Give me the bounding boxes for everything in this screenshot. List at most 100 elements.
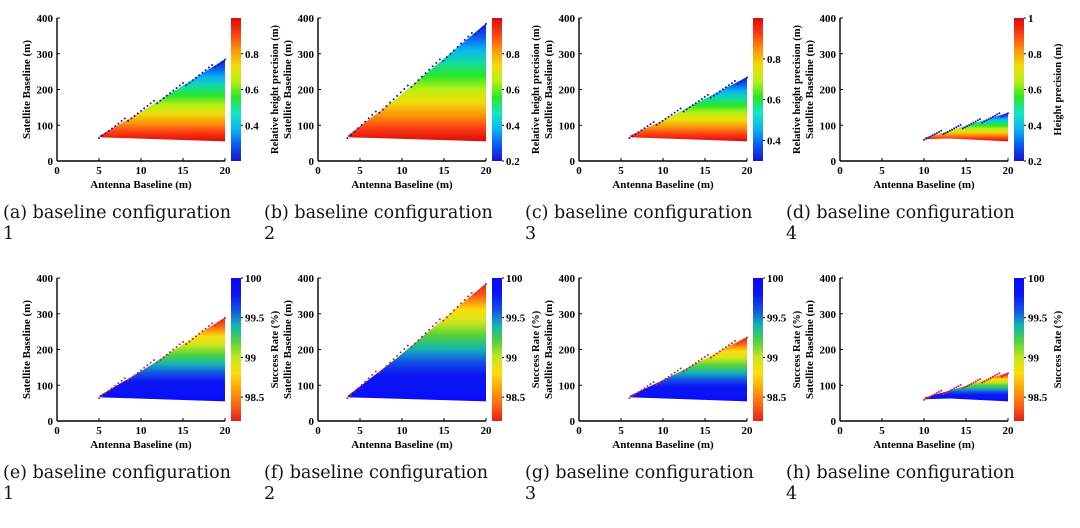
data-point xyxy=(706,93,709,96)
data-point xyxy=(1004,113,1007,116)
data-point xyxy=(371,113,374,116)
data-point xyxy=(682,110,685,113)
data-point xyxy=(378,371,381,374)
data-point xyxy=(655,123,658,126)
data-point xyxy=(410,345,413,348)
data-point xyxy=(968,383,971,386)
data-point xyxy=(649,383,652,386)
data-point xyxy=(987,378,990,381)
y-tick-label: 300 xyxy=(37,49,54,61)
data-point xyxy=(966,385,969,388)
data-point xyxy=(428,328,431,331)
data-point xyxy=(374,370,377,373)
data-point xyxy=(727,84,730,87)
data-region xyxy=(629,336,747,402)
x-tick-label: 20 xyxy=(1003,165,1015,177)
data-point xyxy=(392,98,395,101)
data-point xyxy=(946,130,949,133)
data-point xyxy=(983,120,986,123)
data-point xyxy=(942,393,945,396)
data-point xyxy=(640,129,643,132)
data-point xyxy=(185,343,188,346)
data-point xyxy=(477,289,480,292)
colorbar-tick-label: 99.5 xyxy=(245,313,265,325)
data-point xyxy=(456,305,459,308)
data-point xyxy=(733,80,736,83)
colorbar-tick-label: 100 xyxy=(767,273,784,285)
y-tick-label: 300 xyxy=(37,309,54,321)
data-point xyxy=(955,386,958,389)
data-point xyxy=(114,384,117,387)
data-point xyxy=(944,392,947,395)
data-point xyxy=(931,394,934,397)
y-tick-label: 400 xyxy=(37,13,54,25)
y-tick-label: 400 xyxy=(559,273,576,285)
x-axis-title: Antenna Baseline (m) xyxy=(873,439,975,451)
data-point xyxy=(685,368,688,371)
data-point xyxy=(715,92,718,95)
data-point xyxy=(374,110,377,113)
y-axis-title: Satellite Baseline (m) xyxy=(282,40,294,139)
data-point xyxy=(944,132,947,135)
colorbar-tick-label: 0.4 xyxy=(767,136,781,148)
data-point xyxy=(979,378,981,381)
x-tick-label: 0 xyxy=(576,425,582,437)
colorbar xyxy=(231,18,241,161)
data-point xyxy=(673,371,676,374)
data-point xyxy=(178,343,181,346)
colorbar-tick-label: 99.5 xyxy=(767,313,787,325)
data-point xyxy=(453,49,456,52)
data-point xyxy=(353,390,356,393)
data-point xyxy=(169,351,172,354)
caption-line-2: 3 xyxy=(525,484,536,504)
y-tick-label: 0 xyxy=(831,416,837,428)
data-point xyxy=(367,377,370,380)
data-point xyxy=(963,386,966,389)
y-tick-label: 100 xyxy=(37,380,54,392)
x-tick-label: 0 xyxy=(576,165,582,177)
y-axis-title: Satellite Baseline (m) xyxy=(543,40,555,139)
data-point xyxy=(987,118,990,121)
data-point xyxy=(217,322,220,325)
data-point xyxy=(970,382,973,385)
data-point xyxy=(162,97,165,100)
data-point xyxy=(994,114,997,117)
data-point xyxy=(1000,115,1003,118)
data-region xyxy=(924,112,1008,142)
colorbar-tick-label: 100 xyxy=(1028,273,1045,285)
y-tick-label: 300 xyxy=(298,49,315,61)
data-point xyxy=(972,381,975,384)
x-axis-title: Antenna Baseline (m) xyxy=(873,179,975,191)
data-point xyxy=(460,42,463,45)
caption-line-1: (a) baseline configuration xyxy=(3,203,231,223)
data-point xyxy=(718,350,721,353)
data-point xyxy=(182,340,184,343)
y-axis-title: Satellite Baseline (m) xyxy=(282,300,294,399)
caption-line-1: (e) baseline configuration xyxy=(3,463,231,483)
data-point xyxy=(399,91,402,94)
data-point xyxy=(697,100,700,103)
data-point xyxy=(658,381,661,384)
colorbar-tick-label: 0.8 xyxy=(245,49,259,61)
data-point xyxy=(727,344,730,347)
colorbar-title: Success Rate (%) xyxy=(792,310,803,388)
y-tick-label: 400 xyxy=(820,273,837,285)
y-tick-label: 200 xyxy=(559,345,576,357)
data-point xyxy=(421,335,424,338)
y-tick-label: 200 xyxy=(298,345,315,357)
x-tick-label: 10 xyxy=(658,425,670,437)
x-tick-label: 10 xyxy=(397,425,409,437)
x-axis-title: Antenna Baseline (m) xyxy=(612,179,714,191)
data-point xyxy=(224,316,226,319)
data-point xyxy=(453,309,456,312)
x-tick-label: 10 xyxy=(136,165,148,177)
data-point xyxy=(981,381,984,384)
data-point xyxy=(946,390,949,393)
data-point xyxy=(349,133,352,136)
data-point xyxy=(127,119,130,122)
colorbar xyxy=(753,278,763,421)
data-point xyxy=(110,387,113,390)
data-point xyxy=(175,87,178,90)
data-point xyxy=(224,58,226,61)
